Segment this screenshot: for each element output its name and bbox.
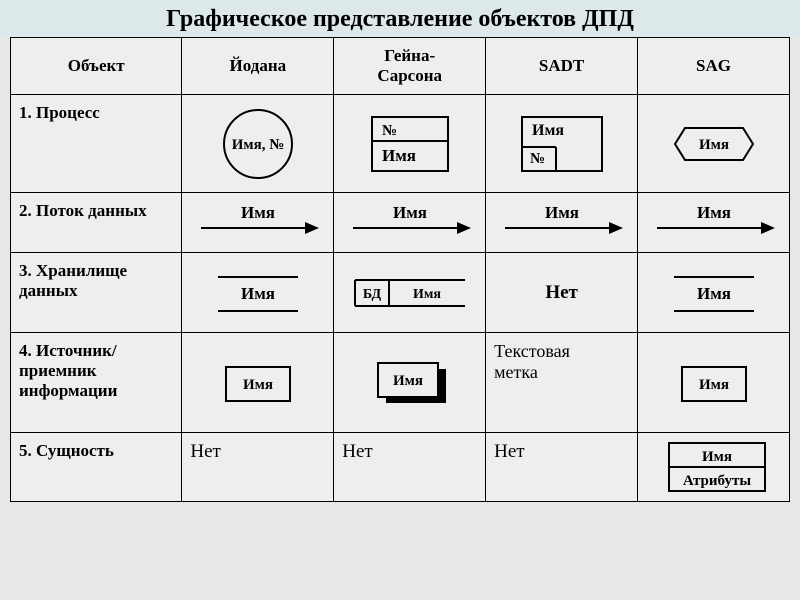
entity-sadt: Нет bbox=[486, 433, 638, 502]
term-yourdon: Имя bbox=[182, 333, 334, 433]
svg-text:Имя: Имя bbox=[241, 284, 275, 303]
process-gane-sarson: № Имя bbox=[334, 95, 486, 193]
svg-text:Имя: Имя bbox=[699, 377, 729, 393]
svg-text:Имя: Имя bbox=[393, 203, 427, 222]
svg-text:Имя: Имя bbox=[413, 287, 441, 302]
store-yourdon: Имя bbox=[182, 253, 334, 333]
row-process: 1. Процесс Имя, № № Имя Имя № bbox=[11, 95, 790, 193]
flow-gane-sarson: Имя bbox=[334, 193, 486, 253]
store-gane-sarson: БД Имя bbox=[334, 253, 486, 333]
svg-text:Имя: Имя bbox=[243, 377, 273, 393]
process-yourdon: Имя, № bbox=[182, 95, 334, 193]
process-sadt: Имя № bbox=[486, 95, 638, 193]
row-dataflow: 2. Поток данных Имя Имя Имя Им bbox=[11, 193, 790, 253]
store-sag: Имя bbox=[638, 253, 790, 333]
col-sag: SAG bbox=[638, 38, 790, 95]
svg-text:Атрибуты: Атрибуты bbox=[682, 473, 750, 489]
svg-text:№: № bbox=[382, 123, 397, 139]
label-terminator: 4. Источник/ приемник информации bbox=[11, 333, 182, 433]
col-yourdon: Йодана bbox=[182, 38, 334, 95]
flow-sadt: Имя bbox=[486, 193, 638, 253]
svg-text:БД: БД bbox=[363, 287, 382, 302]
store-sadt: Нет bbox=[486, 253, 638, 333]
term-gane-sarson: Имя bbox=[334, 333, 486, 433]
label-datastore: 3. Хранилище данных bbox=[11, 253, 182, 333]
page-title: Графическое представление объектов ДПД bbox=[0, 0, 800, 37]
row-entity: 5. Сущность Нет Нет Нет Имя Атрибуты bbox=[11, 433, 790, 502]
svg-text:Имя: Имя bbox=[697, 203, 731, 222]
row-terminator: 4. Источник/ приемник информации Имя Имя… bbox=[11, 333, 790, 433]
row-datastore: 3. Хранилище данных Имя БД Имя Нет Имя bbox=[11, 253, 790, 333]
term-sadt: Текстовая метка bbox=[486, 333, 638, 433]
process-sag: Имя bbox=[638, 95, 790, 193]
label-process: 1. Процесс bbox=[11, 95, 182, 193]
dfd-notation-table: Объект Йодана Гейна- Сарсона SADT SAG 1.… bbox=[0, 37, 800, 512]
svg-text:Имя: Имя bbox=[697, 284, 731, 303]
entity-sag: Имя Атрибуты bbox=[638, 433, 790, 502]
header-row: Объект Йодана Гейна- Сарсона SADT SAG bbox=[11, 38, 790, 95]
svg-text:Имя: Имя bbox=[545, 203, 579, 222]
svg-text:Имя: Имя bbox=[393, 373, 423, 389]
flow-yourdon: Имя bbox=[182, 193, 334, 253]
label-dataflow: 2. Поток данных bbox=[11, 193, 182, 253]
col-gane-sarson: Гейна- Сарсона bbox=[334, 38, 486, 95]
entity-yourdon: Нет bbox=[182, 433, 334, 502]
svg-text:Имя: Имя bbox=[532, 122, 564, 139]
svg-text:Имя: Имя bbox=[382, 146, 416, 165]
svg-text:Имя, №: Имя, № bbox=[232, 137, 285, 153]
svg-text:Имя: Имя bbox=[241, 203, 275, 222]
col-object: Объект bbox=[11, 38, 182, 95]
svg-text:№: № bbox=[530, 151, 545, 167]
flow-sag: Имя bbox=[638, 193, 790, 253]
col-sadt: SADT bbox=[486, 38, 638, 95]
svg-text:Имя: Имя bbox=[702, 449, 732, 465]
label-entity: 5. Сущность bbox=[11, 433, 182, 502]
svg-text:Имя: Имя bbox=[699, 137, 729, 153]
entity-gane-sarson: Нет bbox=[334, 433, 486, 502]
term-sag: Имя bbox=[638, 333, 790, 433]
